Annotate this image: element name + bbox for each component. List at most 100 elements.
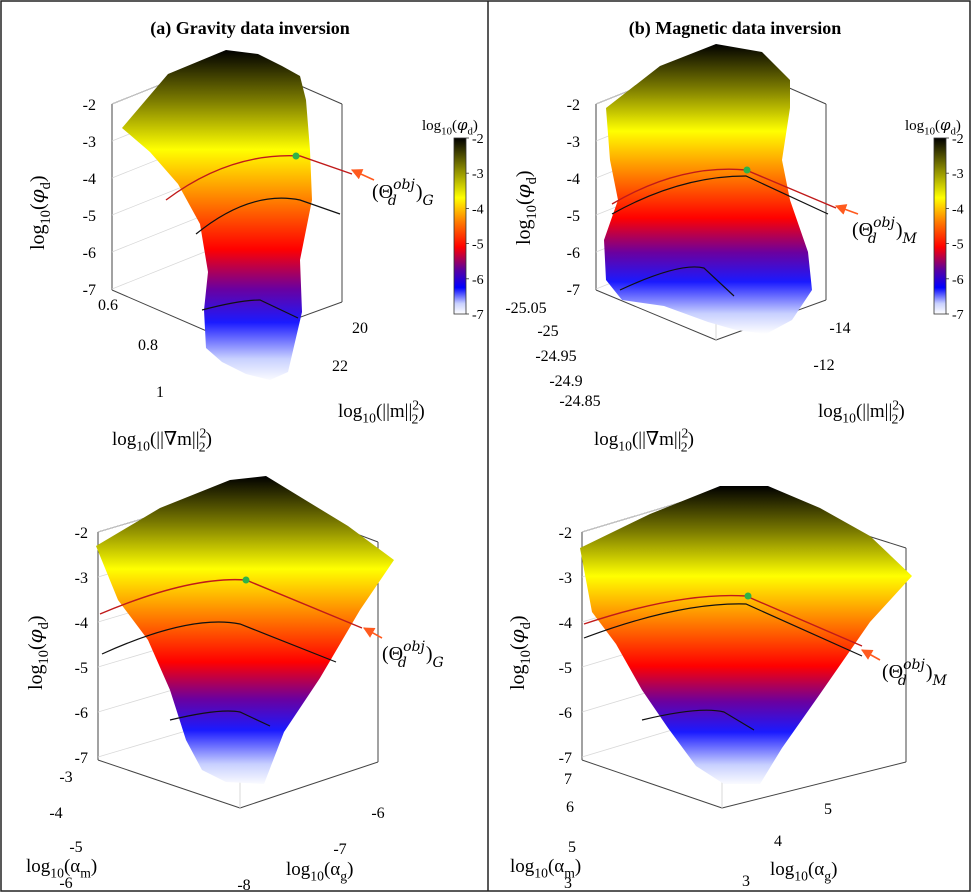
- x-axis-label: log10(||m||2 2): [338, 397, 425, 426]
- y-tick-label: 6: [566, 799, 574, 816]
- y-tick-label: -24.95: [535, 348, 576, 365]
- objective-annotation: (Θobj d)M: [852, 215, 918, 247]
- annotation-arrow: [834, 204, 859, 215]
- contour-line: [201, 299, 299, 319]
- x-axis-label: log10(||m||2 2): [818, 397, 905, 426]
- annotation-arrow: [350, 169, 375, 181]
- y-axis-line: [239, 761, 379, 809]
- surface-magnetic-top: [604, 44, 812, 334]
- z-tick-label: -5: [75, 660, 88, 677]
- y-tick-label: -24.85: [559, 393, 600, 410]
- y-tick-label: -25.05: [505, 300, 546, 317]
- z-tick-label: -3: [567, 134, 580, 151]
- objective-contour-line: [99, 578, 363, 629]
- x-tick-label: -7: [333, 841, 346, 858]
- x-tick-label: -8: [237, 877, 250, 892]
- z-tick-label: -6: [567, 245, 580, 262]
- annotation-arrow: [363, 627, 383, 639]
- z-tick-label: -2: [83, 97, 96, 114]
- surface-magnetic-bottom: [580, 486, 912, 784]
- colorbar-tick-label: -5: [472, 238, 484, 253]
- z-tick-label: -2: [75, 525, 88, 542]
- colorbar: [933, 137, 947, 315]
- plot-gravity-top: (Θobj d)G -2 -3 -4 -5 -6 -7 log10(φd) 0.6 0.8 1 20 22…: [25, 50, 484, 455]
- x-axis-line: [581, 759, 723, 809]
- surface-gravity-bottom: [96, 476, 394, 784]
- z-tick-label: -7: [83, 282, 96, 299]
- z-tick-label: -7: [75, 750, 88, 767]
- x-tick-label: -6: [371, 805, 384, 822]
- y-axis-label: log10(||∇m||2 2): [594, 425, 694, 454]
- optimum-marker: [744, 592, 752, 600]
- z-tick-label: -6: [83, 245, 96, 262]
- z-axis-label: log10(φd): [505, 615, 534, 690]
- contour-line: [195, 197, 341, 235]
- objective-annotation: (Θobj d)M: [882, 657, 948, 689]
- z-tick-label: -7: [559, 750, 572, 767]
- z-tick-label: -6: [75, 705, 88, 722]
- z-tick-label: -7: [567, 282, 580, 299]
- objective-annotation: (Θobj d)G: [382, 639, 444, 671]
- contour-line: [101, 621, 337, 663]
- colorbar-tick-label: -2: [472, 132, 484, 147]
- contour-line: [583, 603, 863, 657]
- z-tick-label: -5: [559, 660, 572, 677]
- plot-magnetic-top: (Θobj d)M -2 -3 -4 -5 -6 -7 log10(φd) -25.05 -25 -2…: [505, 44, 964, 455]
- z-axis-label: log10(φd): [23, 615, 52, 690]
- z-tick-label: -2: [567, 97, 580, 114]
- z-axis-label: log10(φd): [511, 170, 540, 245]
- colorbar-tick-label: -6: [472, 273, 484, 288]
- y-tick-label: -24.9: [549, 373, 582, 390]
- y-tick-label: 0.8: [138, 337, 158, 354]
- z-axis-label: log10(φd): [25, 175, 54, 250]
- colorbar: [453, 137, 467, 315]
- objective-contour-line: [583, 594, 863, 647]
- colorbar-tick-label: -4: [952, 202, 964, 217]
- colorbar-tick-label: -5: [952, 238, 964, 253]
- x-axis-line: [97, 759, 241, 809]
- panel-title-magnetic: (b) Magnetic data inversion: [629, 18, 841, 39]
- optimum-marker: [743, 166, 751, 174]
- optimum-marker: [292, 152, 300, 160]
- plot-gravity-bottom: (Θobj d)G -2 -3 -4 -5 -6 -7 log10(φd) -3 -4 -5 -6 -8 -…: [23, 476, 444, 892]
- y-axis-label: log10(αg): [770, 859, 837, 884]
- z-tick-label: -2: [559, 525, 572, 542]
- x-tick-label: -12: [813, 357, 834, 374]
- colorbar-tick-label: -3: [472, 167, 484, 182]
- x-tick-label: 20: [352, 320, 368, 337]
- z-tick-label: -4: [567, 171, 580, 188]
- contour-line: [169, 710, 271, 727]
- z-tick-label: -5: [83, 208, 96, 225]
- x-tick-label: 5: [824, 801, 832, 818]
- x-axis-label: log10(αm): [26, 856, 97, 881]
- x-axis-line: [595, 289, 717, 341]
- z-tick-label: -6: [559, 705, 572, 722]
- x-tick-label: 4: [774, 833, 782, 850]
- z-tick-label: -3: [83, 134, 96, 151]
- colorbar-tick-label: -3: [952, 167, 964, 182]
- colorbar-tick-label: -2: [952, 132, 964, 147]
- z-tick-label: -3: [559, 570, 572, 587]
- contour-line: [619, 266, 735, 297]
- z-tick-label: -3: [75, 570, 88, 587]
- y-tick-label: -5: [69, 839, 82, 856]
- z-tick-label: -5: [567, 208, 580, 225]
- optimum-marker: [242, 576, 250, 584]
- z-tick-label: -4: [75, 615, 88, 632]
- x-tick-label: 22: [332, 358, 348, 375]
- colorbar-label: log10(φd): [905, 116, 961, 138]
- x-axis-label: log10(αm): [510, 856, 581, 881]
- colorbar-tick-label: -6: [952, 273, 964, 288]
- objective-annotation: (Θobj d)G: [372, 177, 434, 209]
- x-tick-label: -14: [829, 320, 850, 337]
- annotation-arrow: [861, 649, 881, 661]
- y-tick-label: -3: [59, 769, 72, 786]
- colorbar-tick-label: -4: [472, 202, 484, 217]
- y-axis-label: log10(||∇m||2 2): [112, 425, 212, 454]
- contour-line: [611, 175, 829, 215]
- y-tick-label: -6: [59, 875, 72, 892]
- colorbar-tick-label: -7: [952, 308, 964, 323]
